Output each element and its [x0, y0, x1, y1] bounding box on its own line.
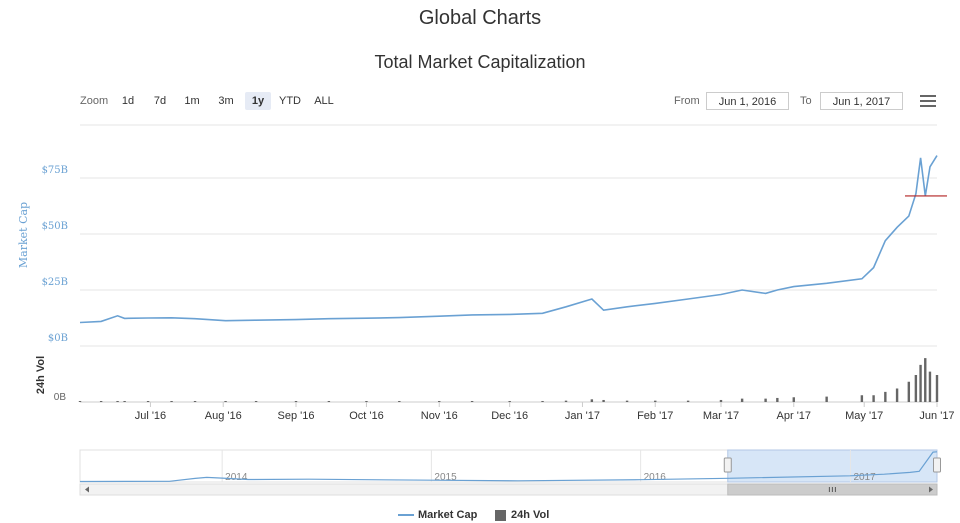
volume-bar [590, 399, 594, 402]
x-tick-label: May '17 [845, 410, 883, 422]
volume-bar [564, 400, 568, 402]
to-label: To [800, 95, 812, 107]
legend-label: Market Cap [418, 509, 478, 521]
volume-bar [872, 395, 875, 402]
navigator-left-handle[interactable] [723, 457, 732, 473]
volume-bar [776, 397, 779, 402]
scroll-left-arrow-icon[interactable] [85, 486, 89, 493]
x-tick-label: Nov '16 [421, 410, 458, 422]
volume-bar [78, 401, 82, 402]
x-tick-label: Jul '16 [135, 410, 166, 422]
legend-label: 24h Vol [511, 509, 550, 521]
from-label: From [674, 95, 700, 107]
y-axis-title: Market Cap [17, 202, 30, 268]
zoom-button-ytd[interactable]: YTD [279, 95, 301, 107]
volume-bar [365, 401, 368, 402]
volume-bar [327, 401, 331, 402]
volume-bar [860, 395, 864, 402]
line-swatch-icon [398, 514, 414, 517]
zoom-button-1m[interactable]: 1m [184, 95, 200, 107]
hamburger-menu-icon[interactable] [920, 95, 936, 109]
legend-item-market-cap[interactable]: Market Cap [398, 509, 477, 521]
navigator-year-label: 2015 [434, 472, 457, 483]
zoom-button-1d[interactable]: 1d [121, 95, 135, 107]
navigator-right-handle[interactable] [933, 457, 941, 473]
navigator-year-label: 2016 [644, 472, 667, 483]
volume-bar [193, 401, 197, 402]
volume-bar [438, 401, 441, 402]
volume-bar [170, 401, 173, 402]
x-tick-label: Apr '17 [777, 410, 812, 422]
volume-bar [99, 401, 103, 402]
volume-bar [924, 358, 927, 402]
volume-bar [470, 401, 474, 402]
volume-bar [294, 401, 298, 402]
volume-bar [884, 391, 887, 402]
zoom-button-3m[interactable]: 3m [218, 95, 234, 107]
volume-bar [764, 398, 767, 402]
box-swatch-icon [495, 509, 506, 521]
volume-axis-title: 24h Vol [35, 356, 47, 394]
volume-bar [398, 401, 401, 402]
volume-bar [654, 400, 657, 402]
volume-bar [928, 371, 932, 402]
x-tick-label: Jan '17 [565, 410, 600, 422]
volume-bar [625, 400, 629, 402]
to-date-input[interactable]: Jun 1, 2017 [820, 92, 903, 110]
zoom-label: Zoom [80, 95, 109, 107]
x-tick-label: Jun '17 [919, 410, 954, 422]
volume-bar [686, 400, 690, 402]
volume-bar [895, 388, 899, 402]
x-tick-label: Dec '16 [491, 410, 528, 422]
navigator-series-line [79, 451, 938, 483]
volume-bar [508, 401, 511, 402]
volume-bar [935, 375, 939, 402]
zoom-button-all[interactable]: ALL [314, 95, 334, 107]
y-tick-label: $25B [42, 277, 68, 288]
y-tick-label: $0B [48, 333, 68, 344]
zoom-button-1y[interactable]: 1y [245, 92, 271, 110]
x-tick-label: Feb '17 [637, 410, 673, 422]
volume-bar [919, 364, 922, 402]
x-tick-label: Mar '17 [703, 410, 739, 422]
navigator-year-label: 2014 [225, 472, 248, 483]
y-tick-label: $50B [42, 221, 68, 232]
x-tick-label: Aug '16 [205, 410, 242, 422]
legend-item-24h-vol[interactable]: 24h Vol [495, 509, 549, 521]
scroll-right-arrow-icon[interactable] [929, 486, 933, 493]
page-title: Global Charts [418, 7, 542, 29]
volume-bar [254, 401, 258, 402]
zoom-button-7d[interactable]: 7d [153, 95, 167, 107]
volume-bar [740, 398, 744, 402]
volume-bar [907, 381, 911, 402]
volume-bar [825, 396, 828, 402]
from-date-input[interactable]: Jun 1, 2016 [706, 92, 789, 110]
volume-bar [719, 399, 723, 402]
navigator-year-label: 2017 [853, 472, 876, 483]
volume-bar [224, 401, 227, 402]
volume-bar [914, 375, 918, 402]
volume-bar [792, 397, 795, 402]
x-tick-label: Oct '16 [349, 410, 384, 422]
volume-tick-label: 0B [54, 392, 67, 403]
volume-bar [123, 401, 126, 402]
volume-bar [116, 400, 119, 402]
volume-bar [146, 401, 150, 402]
chart-title: Total Market Capitalization [374, 52, 586, 72]
market-cap-series-line [79, 155, 938, 324]
volume-bar [602, 399, 605, 402]
legend: Market Cap 24h Vol [0, 509, 960, 523]
volume-bar [541, 400, 544, 402]
x-tick-label: Sep '16 [278, 410, 315, 422]
y-tick-label: $75B [42, 165, 68, 176]
